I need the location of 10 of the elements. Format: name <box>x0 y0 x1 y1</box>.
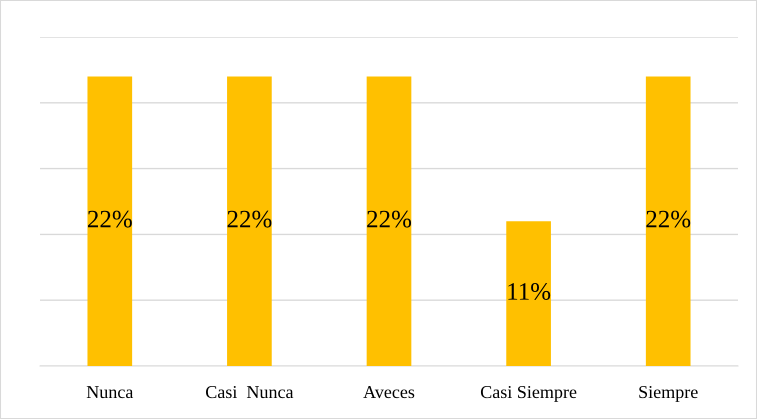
x-tick-label: Aveces <box>363 386 414 398</box>
x-tick-label: Nunca <box>86 386 134 398</box>
data-label: 22% <box>367 210 412 228</box>
x-tick-label: Casi Siempre <box>480 386 576 402</box>
data-label: 22% <box>88 210 132 228</box>
x-tick-label: Siempre <box>639 386 698 402</box>
x-tick-label: Casi Nunca <box>206 386 294 398</box>
data-label: 22% <box>646 210 690 228</box>
data-label: 22% <box>228 210 272 228</box>
data-label: 11% <box>508 283 550 300</box>
